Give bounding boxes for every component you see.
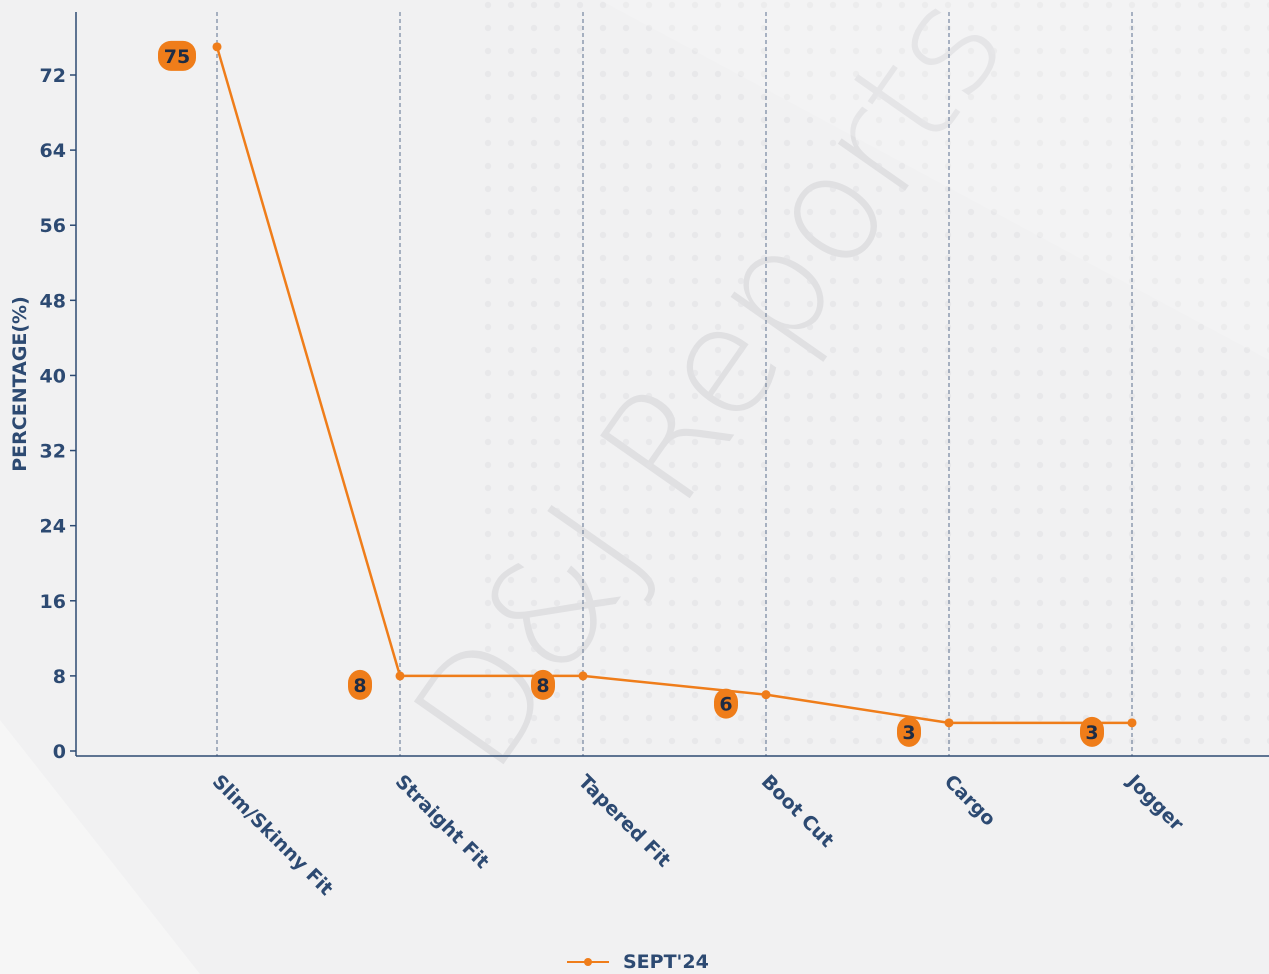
bg-shape: [600, 0, 1269, 360]
legend-swatch: [567, 956, 609, 968]
y-tick-label: 72: [40, 65, 66, 87]
x-tick-label: Tapered Fit: [574, 771, 675, 872]
data-label-bg: [348, 669, 372, 700]
y-axis-label: PERCENTAGE(%): [9, 296, 31, 472]
data-label: 8: [353, 675, 366, 697]
y-tick-label: 32: [40, 441, 66, 463]
data-label-bg: [714, 688, 738, 719]
x-tick-label: Straight Fit: [391, 771, 493, 873]
data-label-bg: [897, 716, 921, 747]
data-label: 75: [164, 46, 190, 68]
y-tick-label: 48: [40, 290, 66, 312]
y-tick-label: 16: [40, 591, 66, 613]
data-point: [761, 690, 771, 700]
data-label-bg: [158, 40, 196, 71]
x-tick-label: Boot Cut: [757, 771, 838, 852]
x-tick-label: Jogger: [1121, 769, 1188, 836]
legend-label: SEPT'24: [623, 951, 709, 973]
bg-shape: [0, 720, 200, 974]
data-point: [944, 718, 954, 728]
y-tick-label: 56: [40, 215, 66, 237]
y-tick-label: 8: [53, 666, 66, 688]
dot-texture: [480, 0, 1269, 760]
data-label: 3: [902, 722, 915, 744]
data-label: 3: [1085, 722, 1098, 744]
series-line: [215, 46, 1132, 725]
x-tick-label: Slim/Skinny Fit: [208, 771, 337, 900]
x-tick-label: Cargo: [940, 771, 1000, 831]
data-point: [578, 671, 588, 681]
legend[interactable]: SEPT'24: [567, 950, 709, 974]
y-tick-label: 40: [40, 365, 66, 387]
data-point: [212, 42, 222, 52]
data-point: [395, 671, 405, 681]
data-label: 8: [536, 675, 549, 697]
data-point: [1127, 718, 1137, 728]
y-tick-label: 24: [40, 516, 66, 538]
data-label-bg: [1080, 716, 1104, 747]
data-label: 6: [719, 694, 732, 716]
y-tick-label: 0: [53, 741, 66, 763]
data-label-bg: [531, 669, 555, 700]
y-tick-label: 64: [40, 140, 66, 162]
